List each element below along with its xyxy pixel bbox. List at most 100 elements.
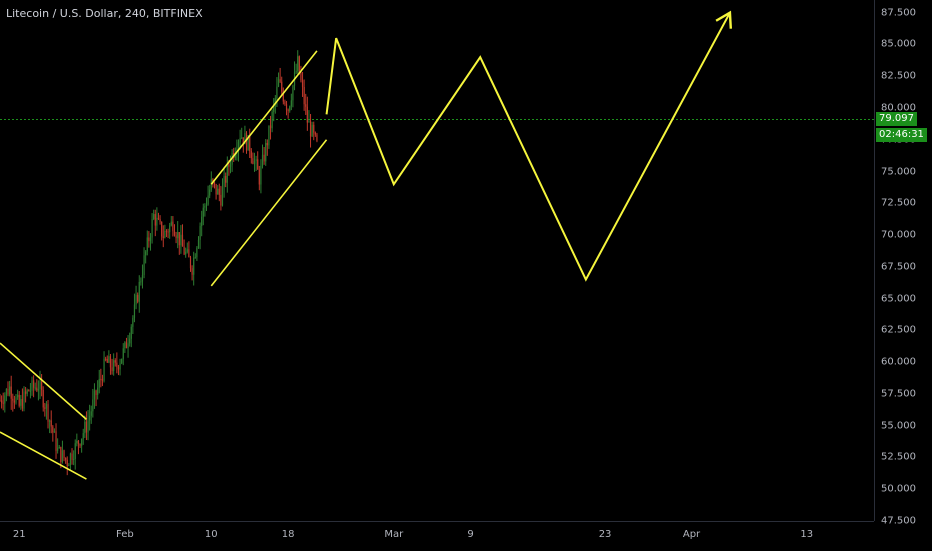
candle-body [98, 378, 100, 388]
candle-body [261, 154, 264, 166]
candle-body [73, 459, 75, 461]
candle-body [271, 111, 273, 129]
drawings-group [0, 10, 733, 480]
candle-body [114, 360, 116, 363]
candle-body [257, 159, 259, 170]
candle-body [268, 125, 270, 146]
candle-body [74, 443, 76, 460]
candle-body [5, 389, 8, 396]
candle-body [181, 234, 184, 247]
candle-body [36, 387, 38, 391]
candle-body [47, 404, 49, 422]
candle-body [178, 232, 180, 246]
candle-body [292, 85, 294, 101]
candle-body [119, 363, 121, 370]
candle-body [242, 137, 244, 145]
candle-body [95, 390, 97, 395]
candle-body [132, 317, 134, 327]
candle-body [217, 188, 219, 195]
candle-body [92, 399, 94, 412]
candle-body [100, 378, 102, 380]
candle-body [61, 450, 64, 462]
candle-body [201, 216, 203, 227]
candle-body [146, 237, 148, 252]
candle-body [124, 342, 126, 349]
candle-body [90, 411, 92, 416]
price-tick-label: 50.000 [881, 483, 916, 495]
candle-body [89, 415, 91, 421]
candle-body [223, 175, 225, 188]
candle-body [109, 356, 112, 368]
candle-body [108, 356, 110, 363]
candle-body [220, 194, 222, 206]
candle-body [57, 448, 59, 451]
channel-line-2[interactable] [0, 431, 87, 480]
candle-body [25, 391, 27, 394]
candle-body [277, 79, 280, 87]
candle-body [290, 100, 292, 107]
projection-zigzag[interactable] [325, 12, 731, 282]
candle-body [276, 86, 278, 99]
candle-body [156, 217, 158, 226]
candle-body [23, 391, 25, 409]
candle-body [193, 257, 195, 275]
candle-body [226, 164, 228, 183]
candle-body [101, 379, 104, 381]
price-tick-label: 55.000 [881, 420, 916, 432]
candle-body [28, 390, 30, 392]
candle-body [53, 431, 56, 433]
candle-body [97, 387, 99, 395]
candle-body [308, 121, 310, 123]
candle-body [129, 338, 131, 344]
time-axis[interactable]: 21 Feb 10 18 Mar 9 23 Apr 13 [0, 521, 874, 551]
price-tick-label: 47.500 [881, 515, 916, 527]
candle-body [172, 221, 174, 232]
candle-body [135, 294, 137, 305]
candle-body [205, 204, 208, 207]
price-tick-label: 82.500 [881, 70, 916, 82]
price-tick-label: 87.500 [881, 7, 916, 19]
time-tick-label: 21 [12, 529, 26, 540]
candle-body [117, 366, 120, 370]
candle-body [186, 249, 188, 252]
channel-line-3[interactable] [210, 50, 318, 185]
candle-body [159, 219, 161, 222]
candle-body [162, 236, 164, 238]
candle-body [228, 164, 230, 167]
chart-title: Litecoin / U.S. Dollar, 240, BITFINEX [6, 7, 203, 20]
candle-body [253, 160, 256, 164]
candle-body [266, 142, 268, 146]
candle-body [287, 109, 289, 111]
candle-body [173, 231, 176, 236]
candle-body [309, 121, 312, 137]
candle-body [202, 207, 204, 217]
candle-body [221, 187, 224, 206]
candle-body [285, 104, 288, 110]
candle-body [229, 164, 232, 167]
channel-line-4[interactable] [210, 139, 328, 287]
candle-body [41, 381, 43, 390]
candle-body [260, 165, 262, 185]
candle-body [17, 394, 19, 398]
candle-body [121, 358, 123, 364]
chart-plot[interactable] [0, 0, 874, 521]
candle-body [255, 159, 257, 161]
candle-body [170, 221, 172, 226]
candle-body [250, 150, 252, 159]
candle-body [167, 231, 169, 233]
time-tick-label: 13 [800, 529, 814, 540]
candle-body [297, 56, 299, 71]
candle-body [298, 56, 300, 74]
candle-body [189, 257, 192, 269]
candle-body [169, 225, 171, 233]
candle-body [279, 79, 281, 82]
channel-line-1[interactable] [0, 342, 87, 420]
candle-body [274, 98, 276, 105]
candle-body [125, 342, 128, 349]
candle-body [138, 281, 140, 302]
candle-body [300, 73, 302, 81]
candle-body [12, 398, 14, 401]
candle-body [69, 453, 72, 465]
price-axis[interactable]: 87.50085.00082.50080.00077.50075.00072.5… [874, 0, 932, 527]
price-tick-label: 60.000 [881, 356, 916, 368]
